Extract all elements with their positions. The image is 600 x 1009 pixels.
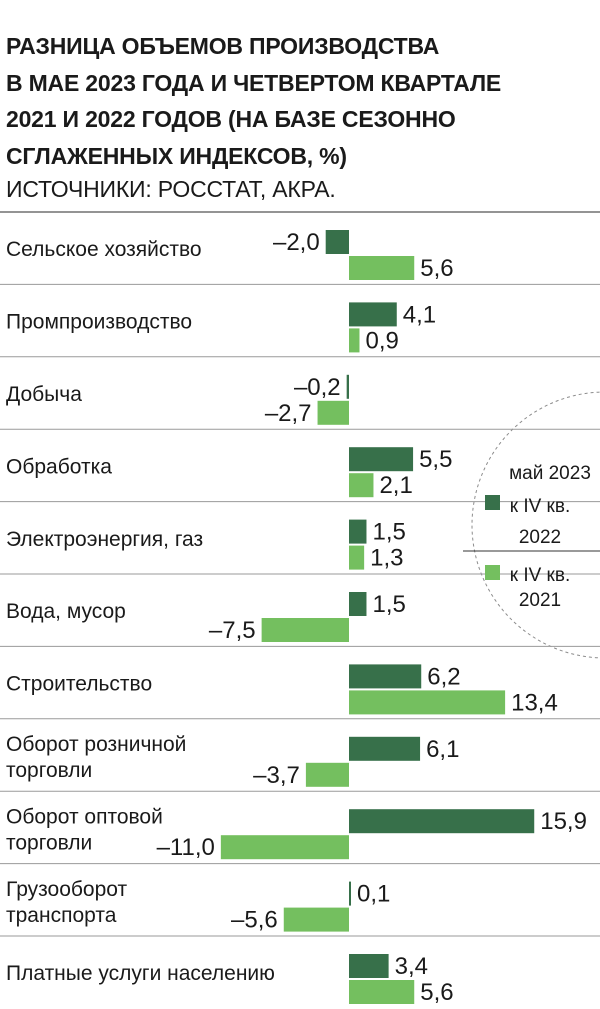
bar-may-2023-vs-q4-2022 [349,954,389,978]
bar-vs-q4-2021 [220,835,349,860]
category-label: Сельское хозяйство [6,238,202,261]
bar-vs-q4-2021 [349,473,374,498]
category-label: Вода, мусор [6,600,126,623]
data-label: 4,1 [403,301,436,328]
category-label: Грузооборот [6,878,127,901]
chart-title-line: СГЛАЖЕННЫХ ИНДЕКСОВ, %) [6,142,347,169]
category-label: Платные услуги населению [6,962,275,985]
legend-label: к IV кв. [510,565,571,586]
bar-may-2023-vs-q4-2022 [346,374,349,399]
bar-may-2023-vs-q4-2022 [349,302,397,327]
bar-vs-q4-2021 [349,980,415,1004]
legend-circle [471,391,600,659]
data-label: –7,5 [209,617,256,644]
chart-source: ИСТОЧНИКИ: РОССТАТ, АКРА. [6,176,336,202]
data-label: 6,2 [427,663,460,690]
data-label: –2,7 [265,400,312,427]
legend-label: 2022 [519,527,561,548]
bar-may-2023-vs-q4-2022 [349,809,535,834]
chart-title-line: 2021 И 2022 ГОДОВ (НА БАЗЕ СЕЗОННО [6,106,456,132]
data-label: 15,9 [540,808,587,835]
data-label: 0,9 [365,327,398,354]
category-label: Строительство [6,673,152,696]
data-label: –0,2 [294,374,341,401]
legend-label: к IV кв. [510,496,571,517]
data-label: 5,6 [420,979,453,1006]
bar-vs-q4-2021 [283,907,349,932]
category-label: Промпроизводство [6,311,192,334]
legend-swatch-light [485,565,500,580]
category-label: Оборот розничной [6,733,186,756]
data-label: 1,5 [372,591,405,618]
category-label: Добыча [6,383,82,406]
data-label: 1,3 [370,545,403,572]
bar-may-2023-vs-q4-2022 [349,881,351,906]
data-label: 13,4 [511,689,558,716]
bar-may-2023-vs-q4-2022 [349,447,414,472]
chart-title-line: РАЗНИЦА ОБЪЕМОВ ПРОИЗВОДСТВА [6,33,440,59]
bar-vs-q4-2021 [349,256,415,280]
bar-may-2023-vs-q4-2022 [349,664,422,689]
data-label: 5,5 [419,446,452,473]
bar-may-2023-vs-q4-2022 [325,230,349,254]
category-label: транспорта [6,904,117,927]
bar-may-2023-vs-q4-2022 [349,736,421,761]
bar-vs-q4-2021 [349,545,365,570]
bar-may-2023-vs-q4-2022 [349,592,367,616]
category-label: Обработка [6,455,112,478]
bar-may-2023-vs-q4-2022 [349,519,367,544]
legend-label: май 2023 [509,463,591,484]
data-label: –3,7 [253,762,300,789]
chart-title: РАЗНИЦА ОБЪЕМОВ ПРОИЗВОДСТВА В МАЕ 2023 … [6,28,586,174]
bar-vs-q4-2021 [305,762,349,787]
bar-vs-q4-2021 [317,400,349,425]
bar-vs-q4-2021 [261,618,349,642]
category-label: торговли [6,759,92,782]
legend-swatch-dark [485,495,500,510]
data-label: 2,1 [379,472,412,499]
chart-title-line: В МАЕ 2023 ГОДА И ЧЕТВЕРТОМ КВАРТАЛЕ [6,69,502,96]
category-label: торговли [6,831,92,854]
legend-label: 2021 [519,590,561,611]
data-label: 1,5 [372,519,405,546]
data-label: –2,0 [273,229,320,256]
category-label: Оборот оптовой [6,805,163,828]
bar-vs-q4-2021 [349,328,360,353]
data-label: –5,6 [231,907,278,934]
data-label: 3,4 [395,953,428,980]
category-label: Электроэнергия, газ [6,528,203,551]
data-label: 6,1 [426,736,459,763]
data-label: 0,1 [357,881,390,908]
data-label: 5,6 [420,255,453,282]
bar-vs-q4-2021 [349,690,506,715]
data-label: –11,0 [157,834,215,861]
